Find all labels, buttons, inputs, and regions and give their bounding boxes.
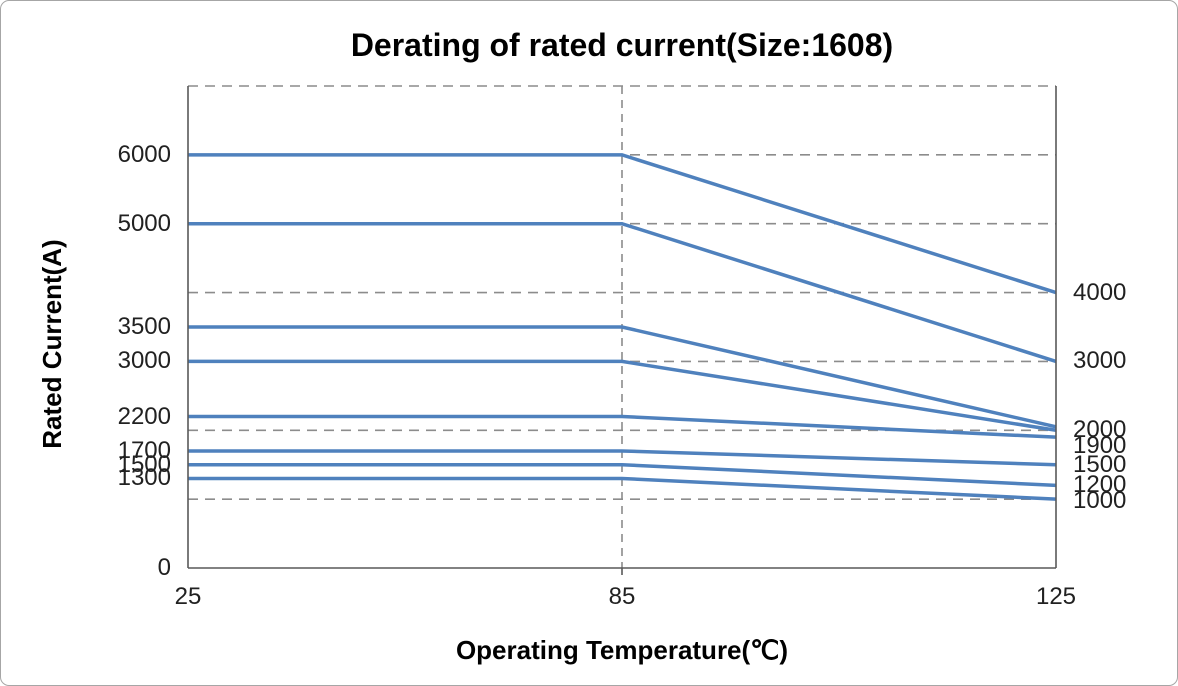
y-tick-label-1700: 1700 [117, 436, 171, 464]
series-line-1500 [188, 462, 1057, 488]
y-tick-label-6000: 6000 [117, 140, 171, 168]
right-end-label-3000: 3000 [1073, 347, 1127, 375]
right-end-label-1200: 1200 [1073, 471, 1127, 499]
x-tick-label-85: 85 [608, 583, 636, 610]
y-tick-label-0: 0 [157, 554, 171, 581]
series-line-2200 [188, 414, 1057, 439]
series-line-1700 [188, 449, 1057, 467]
right-end-label-1500: 1500 [1073, 450, 1127, 478]
right-end-label-1900: 1900 [1073, 431, 1127, 459]
series-line-3500 [188, 325, 1057, 429]
y-tick-label-3500: 3500 [117, 313, 171, 340]
right-end-label-4000: 4000 [1073, 278, 1127, 306]
right-end-label-2000: 2000 [1073, 416, 1127, 444]
chart-title: Derating of rated current(Size:1608) [350, 27, 894, 63]
series-line-1300 [188, 476, 1057, 501]
y-tick-label-1300: 1300 [117, 464, 171, 492]
x-tick-label-125: 125 [1035, 583, 1077, 610]
x-axis-title: Operating Temperature(℃) [455, 635, 789, 665]
series-line-5000 [188, 221, 1057, 364]
y-tick-label-5000: 5000 [117, 209, 171, 237]
y-tick-label-3000: 3000 [117, 347, 171, 375]
y-tick-label-1500: 1500 [117, 450, 171, 478]
right-end-label-1000: 1000 [1073, 486, 1127, 514]
y-tick-label-2200: 2200 [117, 402, 171, 430]
series-line-3000 [188, 359, 1057, 433]
x-tick-label-25: 25 [174, 583, 202, 610]
series-line-6000 [188, 153, 1057, 295]
